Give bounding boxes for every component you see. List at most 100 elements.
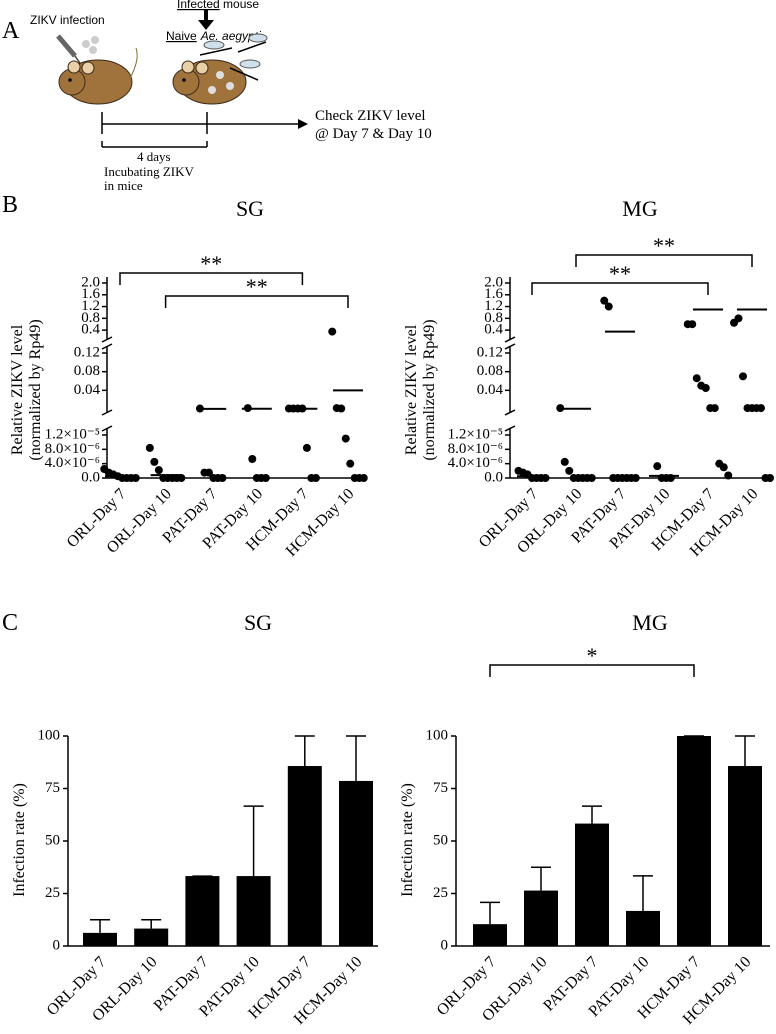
data-point — [154, 466, 163, 475]
panel-label: B — [2, 192, 18, 218]
y-tick-label: 8.0×10⁻⁶ — [45, 441, 100, 457]
data-point — [131, 474, 140, 482]
diagram-text: Infected mouse — [177, 0, 259, 11]
y-axis-label: (normalized by Rp49) — [27, 319, 44, 460]
y-tick-label: 0.08 — [74, 363, 100, 379]
y-tick-label: 0.0 — [81, 469, 100, 485]
data-point — [556, 404, 565, 413]
diagram-text: mouse — [220, 0, 260, 11]
data-point — [701, 384, 710, 392]
y-tick-label: 1.2 — [81, 298, 100, 314]
axis-break — [504, 343, 516, 350]
diagram-text: ZIKV infection — [30, 13, 105, 27]
data-point — [587, 474, 596, 482]
axis-break — [101, 425, 113, 432]
y-tick-label: 2.0 — [81, 274, 100, 290]
mouse-icon — [58, 47, 138, 105]
data-point — [311, 474, 320, 482]
data-point — [757, 404, 765, 413]
bar — [626, 910, 660, 946]
chart-title: SG — [236, 196, 264, 221]
y-tick-label: 0.12 — [477, 344, 503, 360]
bar — [473, 924, 507, 946]
significance-bracket — [119, 272, 304, 285]
syringe — [56, 34, 99, 67]
y-tick-label: 0.12 — [74, 344, 100, 360]
significance-label: * — [587, 643, 598, 668]
data-point — [739, 372, 747, 381]
data-point — [734, 314, 743, 323]
data-point — [710, 404, 719, 413]
bar — [185, 876, 220, 946]
data-point — [692, 374, 701, 383]
y-tick-label: 0.08 — [477, 363, 503, 379]
y-axis-label: Relative ZIKV level — [9, 324, 26, 455]
y-tick-label: 0.4 — [484, 322, 503, 338]
y-tick-label: 75 — [45, 780, 60, 796]
data-point — [150, 457, 159, 466]
diagram-text: 4 days — [137, 149, 171, 164]
y-tick-label: 50 — [433, 832, 448, 848]
data-point — [302, 443, 311, 452]
bar — [339, 780, 373, 946]
bar — [287, 766, 322, 946]
diagram-text: Naive — [166, 29, 197, 43]
axis-break — [101, 336, 113, 343]
data-point — [653, 462, 662, 471]
y-tick-label: 0 — [441, 937, 449, 953]
bar — [524, 890, 558, 946]
diagram-text: Ae. aegypti — [200, 29, 261, 43]
significance-label: ** — [246, 274, 268, 299]
y-axis-label: Infection rate (%) — [11, 783, 28, 897]
data-point — [565, 466, 574, 475]
axis-break — [504, 409, 516, 416]
diagram-text: Incubating ZIKV — [104, 164, 195, 179]
y-tick-label: 0.8 — [484, 310, 503, 326]
y-tick-label: 2.0 — [484, 274, 503, 290]
data-point — [328, 327, 337, 336]
bar — [83, 932, 117, 946]
significance-bracket — [531, 282, 709, 295]
data-point — [719, 463, 728, 472]
data-point — [631, 474, 640, 482]
significance-bracket — [489, 664, 695, 677]
y-tick-label: 8.0×10⁻⁶ — [448, 441, 503, 457]
mosquito-icon — [199, 33, 268, 81]
y-tick-label: 0.04 — [74, 382, 101, 398]
y-tick-label: 50 — [45, 832, 60, 848]
y-tick-label: 0.0 — [484, 469, 503, 485]
significance-label: ** — [653, 233, 675, 258]
y-tick-label: 4.0×10⁻⁶ — [448, 455, 503, 471]
axis-break — [101, 343, 113, 350]
bar — [728, 766, 762, 946]
panel-label: A — [2, 18, 20, 44]
data-point — [560, 457, 569, 466]
chart-title: MG — [622, 196, 658, 221]
data-point — [145, 443, 154, 452]
data-point — [688, 320, 697, 329]
bar — [575, 823, 609, 946]
diagram-text: Naive Ae. aegypti — [166, 29, 261, 43]
axis-break — [504, 425, 516, 432]
data-point — [604, 302, 613, 311]
significance-bracket — [575, 254, 753, 267]
y-tick-label: 1.6 — [81, 286, 100, 302]
bar — [134, 928, 169, 946]
arrow — [198, 10, 214, 30]
y-tick-label: 4.0×10⁻⁶ — [45, 455, 100, 471]
data-point — [248, 455, 257, 464]
data-point — [341, 434, 350, 443]
data-point — [204, 468, 213, 477]
y-tick-label: 0.4 — [81, 322, 100, 338]
diagram-text: Infected — [177, 0, 220, 11]
arrow — [298, 119, 308, 129]
significance-bracket — [164, 295, 349, 308]
mouse-icon — [172, 59, 247, 105]
y-axis-label: (normalized by Rp49) — [421, 319, 438, 460]
y-axis-label: Infection rate (%) — [399, 783, 416, 897]
chart-title: SG — [244, 610, 272, 635]
y-tick-label: 1.2×10⁻⁵ — [448, 426, 503, 442]
diagram-text: in mice — [104, 178, 143, 193]
y-tick-label: 0.04 — [477, 382, 504, 398]
